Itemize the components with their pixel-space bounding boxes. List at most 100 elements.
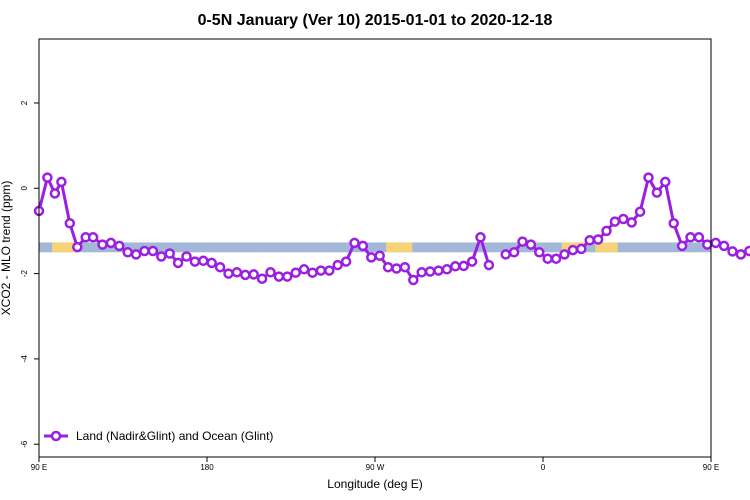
data-point	[416, 267, 427, 278]
data-point	[290, 267, 301, 278]
data-point	[517, 236, 528, 247]
legend-label: Land (Nadir&Glint) and Ocean (Glint)	[76, 429, 273, 443]
series-line	[39, 176, 491, 282]
data-point	[42, 172, 53, 183]
data-point	[567, 244, 579, 256]
data-point	[231, 267, 243, 278]
x-tick-label: 90 E	[31, 463, 47, 472]
data-point	[282, 271, 293, 282]
x-tick-label: 0	[541, 463, 546, 472]
data-point	[340, 256, 352, 267]
data-point	[298, 264, 310, 275]
data-point	[97, 239, 108, 250]
data-point	[466, 256, 478, 267]
data-point	[72, 241, 83, 253]
data-point	[240, 269, 251, 281]
data-point	[651, 187, 663, 198]
data-point	[130, 249, 142, 260]
data-point	[550, 253, 562, 264]
data-point	[87, 232, 99, 243]
data-point	[718, 240, 730, 252]
data-point	[727, 246, 738, 257]
y-tick-label: 2	[20, 100, 29, 105]
data-point	[139, 245, 150, 257]
land-band-segment	[59, 242, 66, 253]
data-point	[223, 268, 234, 279]
data-point	[374, 250, 385, 261]
series-point-layer	[33, 172, 750, 286]
data-point	[332, 259, 343, 271]
data-point	[483, 259, 495, 271]
legend: Land (Nadir&Glint) and Ocean (Glint)	[44, 429, 273, 443]
data-point	[248, 269, 259, 280]
data-point	[349, 237, 360, 249]
data-point	[265, 267, 276, 278]
data-point	[693, 232, 705, 243]
data-point	[122, 247, 133, 258]
y-tick-label: 0	[20, 186, 29, 191]
data-point	[164, 248, 175, 259]
data-point	[475, 232, 486, 243]
data-point	[357, 240, 369, 252]
data-point	[450, 261, 461, 272]
land-band-segment	[65, 242, 79, 253]
y-axis: 2 0 -2 -4 -6	[20, 100, 39, 448]
data-point	[634, 206, 646, 217]
data-point	[64, 218, 76, 229]
data-point	[408, 274, 419, 286]
data-point	[500, 249, 511, 260]
data-point	[56, 176, 67, 188]
data-point	[399, 261, 411, 273]
data-point	[172, 257, 184, 269]
data-point	[382, 261, 394, 273]
data-point	[710, 237, 721, 249]
data-point	[433, 265, 444, 276]
data-point	[441, 264, 453, 275]
data-point	[206, 257, 217, 269]
data-point	[105, 237, 117, 249]
data-point	[214, 261, 226, 273]
x-tick-label: 90 E	[703, 463, 719, 472]
data-point	[576, 243, 587, 255]
data-point	[744, 245, 750, 257]
data-point	[273, 271, 285, 282]
data-point	[458, 260, 469, 272]
data-point	[114, 240, 125, 252]
data-point	[601, 225, 612, 237]
data-point	[181, 251, 192, 262]
data-point	[424, 266, 436, 277]
data-point	[198, 255, 209, 267]
data-point	[49, 188, 61, 199]
data-point	[525, 239, 537, 250]
data-point	[584, 235, 595, 246]
data-point	[307, 267, 318, 278]
chart-title: 0-5N January (Ver 10) 2015-01-01 to 2020…	[198, 12, 553, 29]
data-point	[147, 245, 159, 257]
data-point	[542, 253, 553, 264]
data-point	[660, 176, 671, 188]
data-point	[618, 213, 629, 225]
y-tick-label: -2	[20, 269, 29, 277]
data-point	[735, 249, 747, 260]
y-tick-label: -4	[20, 355, 29, 363]
x-tick-label: 180	[200, 463, 214, 472]
x-axis: 90 E 180 90 W 0 90 E	[31, 457, 719, 472]
y-tick-label: -6	[20, 440, 29, 448]
data-point	[156, 251, 167, 262]
land-band-segment	[52, 242, 60, 253]
x-tick-label: 90 W	[366, 463, 385, 472]
land-band-segment	[595, 242, 618, 253]
data-point	[189, 256, 201, 267]
data-point	[366, 252, 377, 263]
data-point	[315, 265, 327, 276]
y-axis-label: XCO2 - MLO trend (ppm)	[0, 181, 13, 316]
legend-point-marker	[50, 430, 62, 442]
data-point	[643, 172, 654, 183]
data-point	[391, 263, 402, 274]
data-point	[324, 265, 335, 276]
data-point	[668, 218, 679, 229]
data-point	[609, 216, 621, 227]
data-point	[702, 239, 713, 250]
ocean-band	[39, 242, 711, 253]
